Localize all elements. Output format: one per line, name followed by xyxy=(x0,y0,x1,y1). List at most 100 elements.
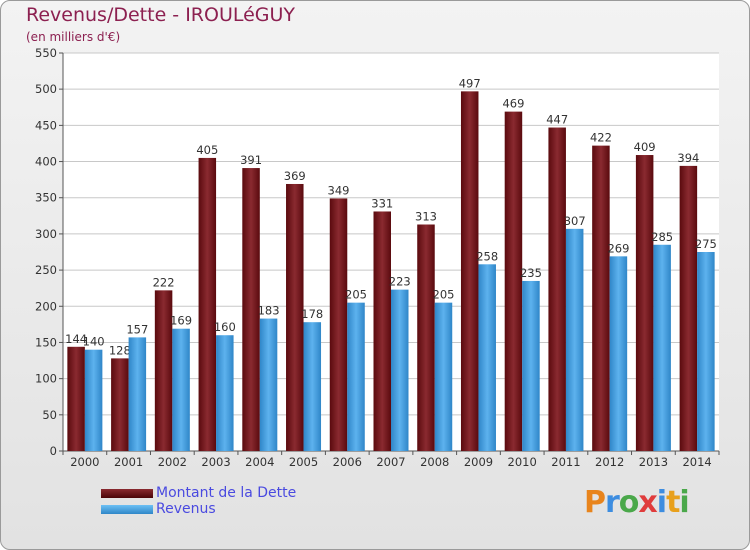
data-label-dette: 128 xyxy=(109,343,131,357)
proxiti-logo: Proxiti xyxy=(584,485,690,520)
data-label-revenus: 258 xyxy=(476,249,498,263)
x-tick-label: 2010 xyxy=(508,455,537,469)
bar-dette xyxy=(373,211,391,451)
y-tick-label: 350 xyxy=(35,191,57,205)
bar-dette xyxy=(460,91,479,452)
bar-revenus xyxy=(172,328,190,451)
x-tick-label: 2013 xyxy=(639,455,668,469)
bar-dette xyxy=(154,290,173,451)
y-tick-label: 550 xyxy=(35,46,57,60)
bar-revenus xyxy=(565,228,584,451)
bar-dette xyxy=(198,157,217,451)
data-label-dette: 331 xyxy=(371,196,393,210)
data-label-revenus: 285 xyxy=(651,230,673,244)
logo-letter: o xyxy=(618,485,640,520)
bar-revenus xyxy=(391,289,409,451)
bar-dette xyxy=(111,358,129,451)
bar-revenus xyxy=(653,244,671,451)
logo-letter: r xyxy=(605,485,620,520)
x-tick-label: 2009 xyxy=(464,455,493,469)
bar-revenus xyxy=(697,252,715,451)
chart-subtitle: (en milliers d'€) xyxy=(26,30,121,44)
bar-revenus xyxy=(303,322,322,451)
data-label-revenus: 157 xyxy=(126,322,148,336)
data-label-revenus: 205 xyxy=(345,288,367,302)
bar-dette xyxy=(417,224,435,451)
bar-dette xyxy=(635,155,654,452)
bar-revenus xyxy=(84,349,103,451)
x-tick-label: 2004 xyxy=(245,455,274,469)
y-tick-label: 50 xyxy=(42,408,57,422)
x-tick-label: 2000 xyxy=(70,455,99,469)
data-label-revenus: 183 xyxy=(258,304,280,318)
bar-revenus xyxy=(216,335,234,451)
bar-revenus xyxy=(478,264,496,451)
data-label-dette: 447 xyxy=(546,113,568,127)
data-label-revenus: 169 xyxy=(170,314,192,328)
data-label-revenus: 269 xyxy=(607,241,629,255)
data-label-dette: 469 xyxy=(502,97,524,111)
y-tick-label: 400 xyxy=(35,155,57,169)
data-label-dette: 222 xyxy=(153,275,175,289)
bar-dette xyxy=(679,165,698,451)
y-tick-label: 250 xyxy=(35,263,57,277)
logo-letter: x xyxy=(638,485,657,520)
bar-dette xyxy=(592,145,610,451)
data-label-dette: 497 xyxy=(459,76,481,90)
bar-dette xyxy=(67,346,85,451)
y-tick-label: 300 xyxy=(35,227,57,241)
data-label-revenus: 160 xyxy=(214,320,236,334)
bar-dette xyxy=(548,127,566,451)
x-tick-label: 2003 xyxy=(201,455,230,469)
data-label-revenus: 205 xyxy=(433,288,455,302)
chart-title: Revenus/Dette - IROULéGUY xyxy=(26,4,296,26)
data-label-dette: 405 xyxy=(196,143,218,157)
legend-label-dette: Montant de la Dette xyxy=(156,485,297,501)
data-label-revenus: 307 xyxy=(564,214,586,228)
bar-revenus xyxy=(347,302,365,451)
y-tick-label: 150 xyxy=(35,335,57,349)
data-label-dette: 369 xyxy=(284,169,306,183)
data-label-dette: 349 xyxy=(328,183,350,197)
data-label-revenus: 275 xyxy=(695,237,717,251)
x-tick-label: 2014 xyxy=(682,455,711,469)
data-label-dette: 313 xyxy=(415,210,437,224)
bar-dette xyxy=(329,198,348,451)
bar-dette xyxy=(286,183,304,451)
bar-dette xyxy=(242,168,260,452)
data-label-dette: 394 xyxy=(677,151,699,165)
data-label-revenus: 235 xyxy=(520,266,542,280)
x-tick-label: 2012 xyxy=(595,455,624,469)
data-label-dette: 144 xyxy=(65,332,87,346)
x-tick-label: 2005 xyxy=(289,455,318,469)
logo-letter: i xyxy=(656,485,667,520)
legend-swatch-dette xyxy=(101,489,153,498)
y-tick-label: 0 xyxy=(50,444,57,458)
x-tick-label: 2008 xyxy=(420,455,449,469)
bar-revenus xyxy=(522,280,540,451)
data-label-dette: 409 xyxy=(634,140,656,154)
data-label-dette: 422 xyxy=(590,131,612,145)
x-tick-label: 2002 xyxy=(158,455,187,469)
x-tick-label: 2006 xyxy=(333,455,362,469)
y-tick-label: 450 xyxy=(35,118,57,132)
x-tick-label: 2007 xyxy=(376,455,405,469)
logo-letter: t xyxy=(666,485,680,520)
bar-revenus xyxy=(434,302,453,451)
logo-letter: P xyxy=(584,485,606,520)
y-tick-label: 500 xyxy=(35,82,57,96)
y-tick-label: 100 xyxy=(35,372,57,386)
bar-dette xyxy=(504,111,523,451)
logo-letter: i xyxy=(679,485,689,520)
legend-label-revenus: Revenus xyxy=(156,501,216,517)
bar-revenus xyxy=(609,256,628,451)
data-label-revenus: 178 xyxy=(301,307,323,321)
bar-revenus xyxy=(128,337,147,451)
x-tick-label: 2011 xyxy=(551,455,580,469)
data-label-dette: 391 xyxy=(240,153,262,167)
x-tick-label: 2001 xyxy=(114,455,143,469)
y-tick-label: 200 xyxy=(35,299,57,313)
bar-revenus xyxy=(259,318,278,451)
